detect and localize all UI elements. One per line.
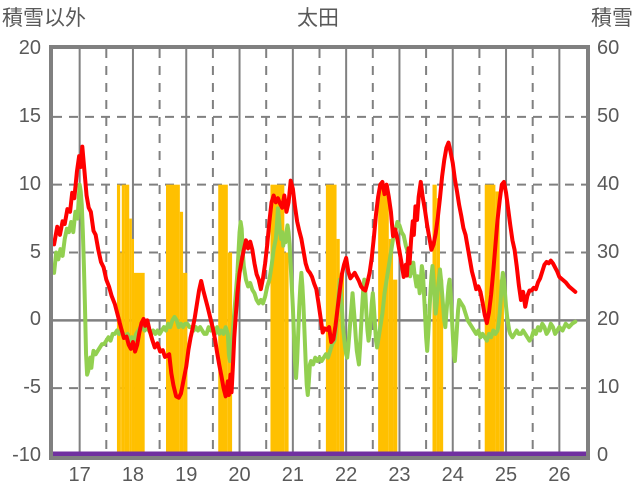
- snow-bar: [124, 184, 130, 456]
- x-axis-tick: 25: [494, 464, 518, 486]
- plot-inner: [53, 49, 586, 456]
- y-axis-tick-left: 0: [29, 308, 41, 331]
- y-axis-tick-left: 10: [18, 172, 41, 195]
- snow-bar: [432, 184, 437, 456]
- snow-bar: [378, 184, 389, 456]
- y-axis-tick-right: 60: [597, 37, 620, 59]
- y-axis-tick-right: 40: [597, 172, 620, 195]
- y-axis-tick-left: 5: [29, 240, 41, 263]
- x-axis-tick: 19: [175, 464, 198, 486]
- left-axis-title: 積雪以外: [2, 7, 86, 30]
- right-axis-title: 積雪: [591, 7, 633, 30]
- x-axis-tick: 18: [121, 464, 145, 486]
- snow-bar: [393, 279, 398, 456]
- snow-bar: [218, 184, 228, 456]
- snow-bar: [325, 184, 337, 456]
- y-axis-tick-right: 20: [597, 308, 620, 331]
- snow-bar: [134, 272, 145, 456]
- snow-bar: [179, 211, 184, 456]
- x-axis-tick: 20: [228, 464, 251, 486]
- snow-bar: [120, 252, 122, 456]
- y-axis-tick-left: 20: [18, 37, 41, 59]
- snow-bar: [388, 238, 394, 456]
- y-axis-tick-left: -10: [12, 444, 41, 466]
- x-axis-tick: 22: [335, 464, 358, 486]
- y-axis-tick-left: 15: [18, 104, 41, 127]
- y-axis-tick-right: 50: [597, 104, 620, 127]
- y-axis-tick-left: -5: [23, 376, 41, 399]
- snow-bars: [116, 184, 504, 456]
- snow-bar: [336, 238, 340, 456]
- plot-area: [49, 45, 590, 460]
- snow-bar: [436, 198, 440, 456]
- chart-svg: [53, 49, 586, 456]
- series-line-red: [53, 140, 578, 400]
- page-title: 太田: [297, 7, 339, 30]
- y-axis-tick-right: 30: [597, 240, 620, 263]
- snow-bar: [284, 252, 289, 456]
- snow-bar: [484, 184, 496, 456]
- x-axis-tick: 23: [388, 464, 411, 486]
- snow-bar: [121, 184, 125, 456]
- y-axis-tick-right: 0: [597, 444, 609, 466]
- snow-bar: [439, 279, 444, 456]
- x-axis-tick: 17: [68, 464, 91, 486]
- snow-bar: [499, 279, 504, 456]
- x-axis-tick: 24: [441, 464, 464, 486]
- y-axis-tick-right: 10: [597, 376, 620, 399]
- x-axis-tick: 26: [548, 464, 571, 486]
- snow-bar: [339, 272, 345, 456]
- x-axis-tick: 21: [281, 464, 304, 486]
- series-line-green: [53, 182, 578, 397]
